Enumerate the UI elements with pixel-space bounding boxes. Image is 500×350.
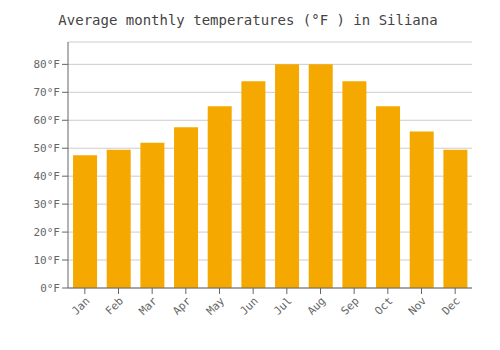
svg-text:70°F: 70°F <box>34 86 61 99</box>
svg-text:0°F: 0°F <box>40 282 60 295</box>
svg-text:10°F: 10°F <box>34 254 61 267</box>
svg-text:40°F: 40°F <box>34 170 61 183</box>
svg-text:Feb: Feb <box>103 294 126 317</box>
svg-text:Sep: Sep <box>339 294 362 317</box>
svg-text:50°F: 50°F <box>34 142 61 155</box>
svg-text:Mar: Mar <box>137 294 161 318</box>
svg-text:Jul: Jul <box>271 294 294 317</box>
svg-text:Apr: Apr <box>170 294 194 318</box>
svg-text:Aug: Aug <box>305 294 328 317</box>
svg-text:May: May <box>204 294 228 318</box>
svg-text:30°F: 30°F <box>34 198 61 211</box>
svg-text:Jan: Jan <box>69 294 92 317</box>
svg-text:20°F: 20°F <box>34 226 61 239</box>
svg-text:Jun: Jun <box>238 294 261 317</box>
svg-text:Nov: Nov <box>406 294 430 318</box>
svg-text:80°F: 80°F <box>34 58 61 71</box>
svg-text:60°F: 60°F <box>34 114 61 127</box>
html-text:Average monthly temperatures (: Average monthly temperatures (°F ) in Si… <box>58 12 438 28</box>
svg-text:Dec: Dec <box>440 294 463 317</box>
svg-text:Oct: Oct <box>372 294 395 317</box>
